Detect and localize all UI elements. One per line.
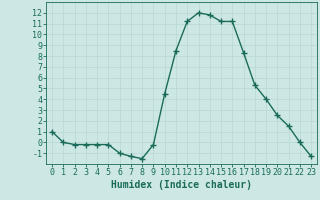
- X-axis label: Humidex (Indice chaleur): Humidex (Indice chaleur): [111, 180, 252, 190]
